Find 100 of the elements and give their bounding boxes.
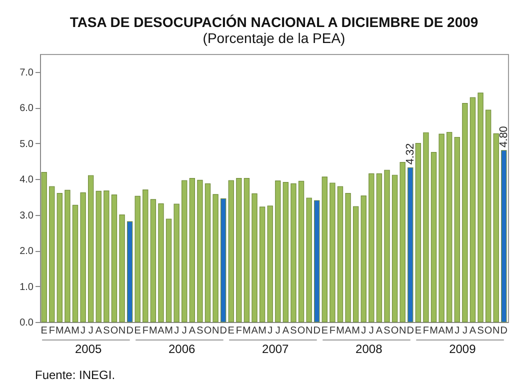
bar xyxy=(290,183,296,322)
bar xyxy=(470,97,476,322)
x-tick-label: S xyxy=(290,326,298,336)
x-tick-label: E xyxy=(321,326,328,336)
x-tick-label: J xyxy=(275,326,280,336)
x-tick-label: O xyxy=(204,326,212,336)
bar xyxy=(150,199,156,322)
x-tick-label: A xyxy=(64,326,72,336)
bar xyxy=(485,110,492,322)
bar xyxy=(56,193,63,322)
x-tick-label: E xyxy=(40,326,48,336)
bar xyxy=(244,178,250,322)
bar xyxy=(400,162,406,322)
bar xyxy=(197,180,203,322)
bar xyxy=(430,152,437,322)
bar xyxy=(142,189,148,322)
bar xyxy=(182,180,188,322)
bar xyxy=(88,175,94,322)
x-tick-label: E xyxy=(228,326,235,336)
x-tick-label: J xyxy=(268,326,273,336)
x-tick-label: A xyxy=(282,326,290,336)
x-tick-label: O xyxy=(110,326,118,336)
text: 2007 xyxy=(262,342,290,356)
x-tick-label: J xyxy=(368,326,374,336)
x-tick-label: F xyxy=(48,326,55,336)
bar xyxy=(298,180,304,322)
x-tick-label: D xyxy=(220,326,227,336)
bar xyxy=(41,172,47,322)
text: 2009 xyxy=(449,342,476,356)
x-tick-label: O xyxy=(390,326,399,336)
data-label: 4.80 xyxy=(498,126,510,148)
x-tick-label: J xyxy=(454,326,460,336)
bar xyxy=(236,178,242,322)
x-tick-label: F xyxy=(142,326,148,336)
bar xyxy=(126,221,133,322)
source-note: Fuente: INEGI. xyxy=(35,368,116,382)
bar xyxy=(228,180,234,322)
x-tick-label: D xyxy=(313,326,320,336)
x-tick-label: J xyxy=(80,326,86,336)
x-tick-label: N xyxy=(492,326,500,336)
bar xyxy=(267,206,273,322)
bar xyxy=(322,176,328,322)
x-tick-label: S xyxy=(477,326,484,336)
x-tick-label: D xyxy=(406,326,414,336)
x-tick-label: N xyxy=(212,326,220,336)
bar xyxy=(330,182,336,322)
y-tick-label: 3.0 xyxy=(20,210,34,222)
x-tick-label: J xyxy=(174,326,180,336)
x-tick-label: M xyxy=(336,326,344,336)
bar xyxy=(415,143,422,322)
bar xyxy=(259,206,266,322)
bar xyxy=(353,206,359,322)
y-tick-label: 7.0 xyxy=(20,67,34,78)
x-tick-label: A xyxy=(469,326,476,336)
x-tick-label: M xyxy=(71,326,80,336)
y-tick-label: 5.0 xyxy=(20,138,34,150)
x-tick-label: A xyxy=(158,326,165,336)
x-tick-label: F xyxy=(236,326,242,336)
x-tick-label: A xyxy=(376,326,383,336)
x-tick-label: A xyxy=(95,326,102,336)
bar xyxy=(111,194,118,322)
bar xyxy=(337,186,344,322)
bar xyxy=(104,190,110,322)
text: 2005 xyxy=(74,342,102,356)
bar xyxy=(166,218,172,322)
chart-subtitle: (Porcentaje de la PEA) xyxy=(202,30,346,46)
bar xyxy=(189,178,195,322)
bar xyxy=(368,173,374,322)
bar xyxy=(462,103,468,322)
x-tick-label: J xyxy=(462,326,468,336)
bar xyxy=(306,198,312,322)
x-tick-label: D xyxy=(500,326,508,336)
chart-title: TASA DE DESOCUPACIÓN NACIONAL A DICIEMBRE DE 2009 xyxy=(70,14,478,30)
bar xyxy=(408,167,414,322)
bar xyxy=(158,203,164,322)
y-tick-label: 0.0 xyxy=(20,318,34,328)
x-tick-label: M xyxy=(430,326,438,336)
bar xyxy=(96,190,102,322)
bar xyxy=(478,92,484,322)
x-tick-label: S xyxy=(196,326,204,336)
x-tick-label: M xyxy=(149,326,158,336)
x-tick-label: N xyxy=(305,326,313,336)
bar xyxy=(49,186,55,322)
bar xyxy=(454,136,460,322)
bar xyxy=(72,204,78,322)
x-tick-label: M xyxy=(164,326,173,336)
bar xyxy=(174,204,180,322)
y-tick-label: 6.0 xyxy=(20,103,34,114)
x-tick-label: N xyxy=(118,326,126,336)
x-tick-label: M xyxy=(242,326,251,336)
bar xyxy=(438,134,444,322)
bar xyxy=(252,193,258,322)
x-tick-label: A xyxy=(344,326,352,336)
bar xyxy=(80,192,86,322)
bar xyxy=(493,133,499,322)
x-tick-label: F xyxy=(329,326,336,336)
bar xyxy=(282,182,289,322)
x-tick-label: M xyxy=(445,326,454,336)
y-tick-label: 4.0 xyxy=(20,174,34,186)
y-tick-label: 1.0 xyxy=(20,282,34,293)
